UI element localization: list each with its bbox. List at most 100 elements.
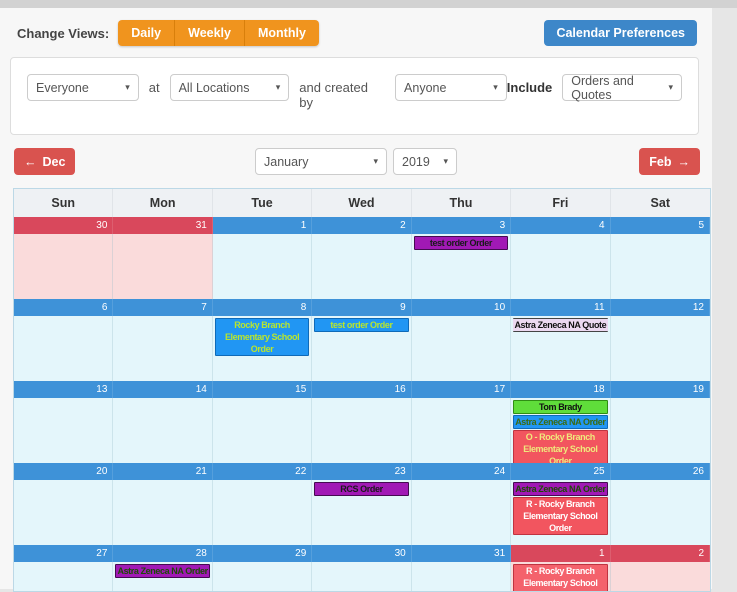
day-cell[interactable] [14,316,114,381]
day-cell[interactable] [113,234,213,299]
date-number-bar: 6 7 8 9 10 11 12 [14,299,710,316]
day-cell[interactable] [14,480,114,545]
day-cell[interactable] [511,234,611,299]
creator-select[interactable]: Anyone ▾ [395,74,507,101]
prev-month-button[interactable]: ← Dec [14,148,76,175]
date-number[interactable]: 5 [610,217,710,234]
day-cell[interactable] [212,562,313,591]
date-number[interactable]: 1 [212,217,313,234]
view-monthly-button[interactable]: Monthly [243,20,319,46]
day-cell[interactable] [212,480,313,545]
calendar-event[interactable]: Rocky Branch Elementary School Order [214,318,310,356]
day-cell[interactable] [610,398,710,463]
day-cell[interactable]: Rocky Branch Elementary School Order [212,316,313,381]
calendar-event[interactable]: test order Order [413,236,509,250]
date-number[interactable]: 11 [511,299,611,316]
date-number[interactable]: 9 [312,299,412,316]
day-cell[interactable]: Astra Zeneca NA Quote [511,316,611,381]
day-cell[interactable] [411,398,512,463]
day-cell[interactable] [411,562,512,591]
day-cell[interactable] [411,480,512,545]
calendar-event[interactable]: R - Rocky Branch Elementary School Order [513,497,608,535]
day-cell[interactable] [14,562,114,591]
day-cell[interactable]: test order Order [411,234,512,299]
day-cell[interactable] [113,316,213,381]
date-number[interactable]: 21 [113,463,213,480]
who-select[interactable]: Everyone ▾ [27,74,139,101]
calendar-event[interactable]: Astra Zeneca NA Quote [513,318,608,332]
date-number[interactable]: 6 [14,299,114,316]
date-number[interactable]: 3 [411,217,512,234]
date-number[interactable]: 30 [14,217,114,234]
date-number[interactable]: 2 [312,217,412,234]
day-cell[interactable]: test order Order [312,316,412,381]
arrow-right-icon: → [677,154,691,169]
date-number[interactable]: 16 [312,381,412,398]
day-cell[interactable] [312,398,412,463]
day-cell[interactable] [610,316,710,381]
day-cell[interactable]: RCS Order [312,480,412,545]
date-number[interactable]: 18 [511,381,611,398]
date-number[interactable]: 8 [212,299,313,316]
date-number-bar: 20 21 22 23 24 25 26 [14,463,710,480]
day-cell[interactable]: Astra Zeneca NA Order [113,562,213,591]
day-cell[interactable] [14,234,114,299]
day-cell[interactable] [312,562,412,591]
date-number[interactable]: 25 [511,463,611,480]
date-number[interactable]: 23 [312,463,412,480]
calendar-event[interactable]: Tom Brady [513,400,608,414]
date-number[interactable]: 31 [411,545,512,562]
day-cell[interactable] [113,480,213,545]
calendar-event[interactable]: test order Order [314,318,409,332]
day-cell[interactable] [610,480,710,545]
date-number[interactable]: 28 [113,545,213,562]
day-cell[interactable] [610,234,710,299]
month-select[interactable]: January ▾ [255,148,387,175]
calendar-event[interactable]: Astra Zeneca NA Order [513,482,608,496]
year-select[interactable]: 2019 ▾ [393,148,457,175]
date-number[interactable]: 20 [14,463,114,480]
view-weekly-button[interactable]: Weekly [174,20,244,46]
date-number[interactable]: 17 [411,381,512,398]
calendar-event[interactable]: RCS Order [314,482,409,496]
day-cell[interactable]: Astra Zeneca NA Order R - Rocky Branch El… [511,480,611,545]
day-cell[interactable] [212,234,313,299]
day-cell[interactable] [411,316,512,381]
date-number[interactable]: 29 [212,545,313,562]
date-number[interactable]: 24 [411,463,512,480]
view-daily-button[interactable]: Daily [118,20,175,46]
next-month-button[interactable]: Feb → [639,148,700,175]
date-number[interactable]: 7 [113,299,213,316]
calendar-event[interactable]: Astra Zeneca NA Order [513,415,608,429]
date-number[interactable]: 13 [14,381,114,398]
day-cell[interactable]: Tom Brady Astra Zeneca NA Order O - Rocky … [511,398,611,463]
day-cell[interactable]: R - Rocky Branch Elementary School Order [511,562,611,591]
date-number[interactable]: 31 [113,217,213,234]
day-cell[interactable] [212,398,313,463]
date-number[interactable]: 26 [610,463,710,480]
date-number[interactable]: 14 [113,381,213,398]
date-number[interactable]: 1 [511,545,611,562]
date-number[interactable]: 30 [312,545,412,562]
day-cell[interactable] [312,234,412,299]
calendar-event[interactable]: Astra Zeneca NA Order [115,564,210,578]
date-number[interactable]: 27 [14,545,114,562]
date-number[interactable]: 4 [511,217,611,234]
day-cell[interactable] [610,562,710,591]
calendar-event[interactable]: O - Rocky Branch Elementary School Order [513,430,608,463]
date-number[interactable]: 22 [212,463,313,480]
date-number[interactable]: 12 [610,299,710,316]
date-number[interactable]: 2 [610,545,710,562]
next-month-label: Feb [649,154,672,169]
include-select[interactable]: Orders and Quotes ▾ [562,74,682,102]
calendar-event[interactable]: R - Rocky Branch Elementary School Order [513,564,608,591]
date-number[interactable]: 19 [610,381,710,398]
day-cell[interactable] [14,398,114,463]
date-number[interactable]: 15 [212,381,313,398]
arrow-left-icon: ← [24,154,37,169]
day-cell[interactable] [113,398,213,463]
date-number[interactable]: 10 [411,299,512,316]
location-select[interactable]: All Locations ▾ [169,74,290,101]
calendar-preferences-button[interactable]: Calendar Preferences [544,20,697,46]
day-cells-row: Rocky Branch Elementary School Order test… [14,316,710,381]
